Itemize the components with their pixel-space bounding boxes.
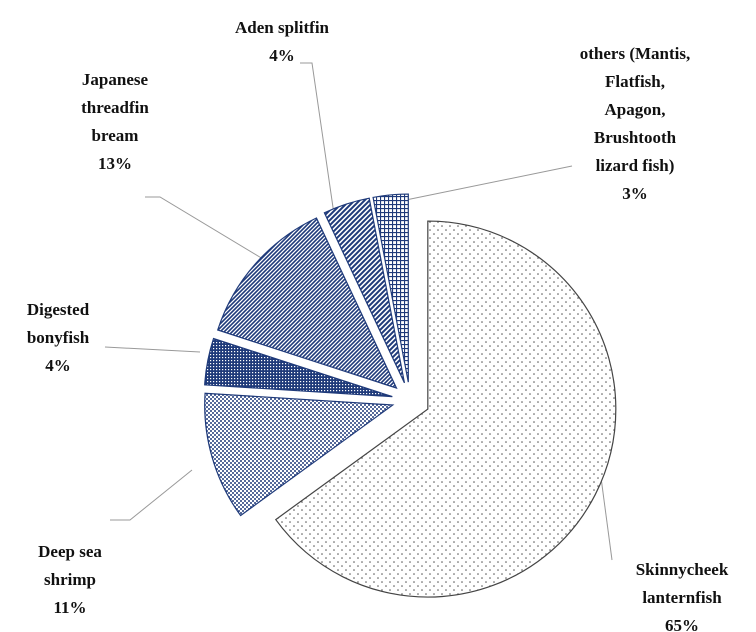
leader-lines — [104, 62, 613, 561]
value-label: 11% — [53, 598, 87, 617]
slice-label: Deep sea shrimp 11% — [38, 538, 102, 622]
category-label: Deep sea shrimp — [38, 542, 102, 589]
leader-line — [395, 165, 573, 203]
slice-label: Skinnycheek lanternfish 65% — [636, 556, 729, 632]
pie-slice — [204, 337, 393, 398]
value-label: 4% — [45, 356, 71, 375]
value-label: 4% — [269, 46, 295, 65]
pie-slice — [323, 197, 406, 384]
slice-label: Aden splitfin 4% — [235, 14, 329, 70]
value-label: 13% — [97, 154, 132, 173]
category-label: Japanese threadfin bream — [81, 70, 149, 145]
pie-slice — [204, 392, 395, 517]
slice-label: Japanese threadfin bream 13% — [81, 66, 149, 178]
pie-slice — [372, 193, 409, 383]
leader-line — [300, 62, 337, 229]
leader-line — [145, 196, 269, 263]
category-label: Digested bonyfish — [26, 300, 90, 347]
category-label: Aden splitfin — [235, 18, 329, 37]
value-label: 65% — [665, 616, 699, 632]
pie-slice — [274, 220, 617, 598]
value-label: 3% — [622, 184, 648, 203]
leader-line — [110, 469, 193, 521]
category-label: Skinnycheek lanternfish — [635, 560, 729, 607]
category-label: others (Mantis, Flatfish, Apagon, Brusht… — [579, 44, 691, 175]
pie-slice — [216, 217, 398, 390]
slice-label: Digested bonyfish 4% — [27, 296, 89, 380]
leader-line — [104, 346, 201, 353]
slice-label: others (Mantis, Flatfish, Apagon, Brusht… — [580, 40, 690, 208]
